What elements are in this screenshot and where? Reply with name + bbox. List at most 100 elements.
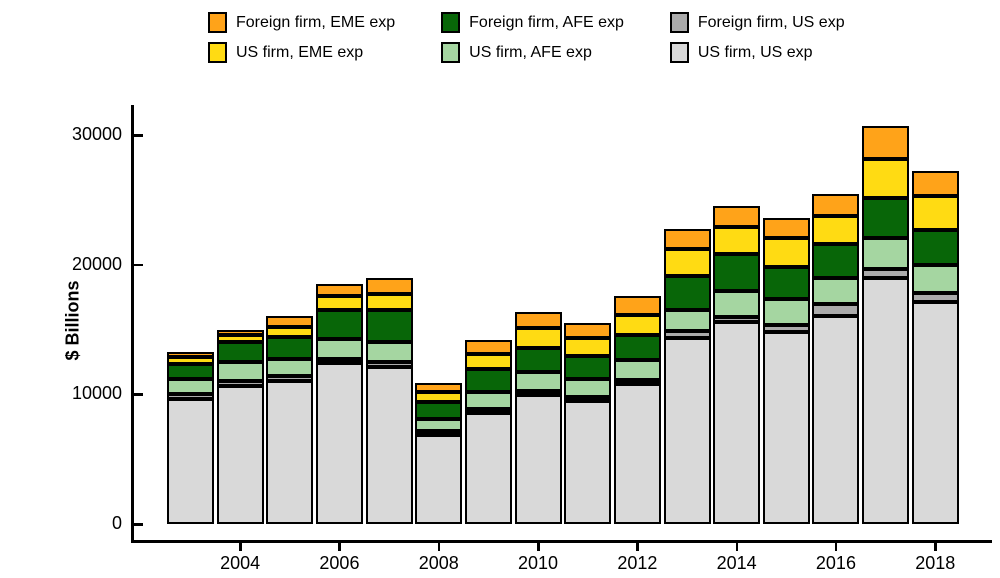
legend-item: US firm, AFE exp	[441, 41, 624, 64]
bar-segment	[862, 126, 910, 160]
legend-swatch-icon	[669, 12, 689, 33]
legend-swatch-icon	[208, 12, 227, 33]
bar-segment	[415, 434, 463, 524]
bar-segment	[663, 276, 711, 310]
y-tick	[133, 393, 143, 396]
bar-segment	[266, 358, 314, 376]
bar-segment	[315, 284, 363, 296]
bar-segment	[167, 393, 214, 399]
bar-segment	[167, 398, 214, 524]
bar-segment	[762, 237, 810, 267]
bar-segment	[564, 338, 612, 357]
bar-segment	[464, 339, 512, 355]
x-tick-label: 2018	[915, 553, 956, 573]
bar-segment	[911, 293, 959, 303]
bar-segment	[713, 317, 761, 322]
bar-segment	[514, 311, 562, 328]
bar-segment	[167, 357, 214, 364]
bar-segment	[564, 401, 612, 524]
legend: Foreign firm, EME exp US firm, EME exp For…	[208, 11, 845, 64]
bar-segment	[911, 302, 959, 524]
bar-segment	[365, 278, 413, 294]
bar-segment	[216, 334, 264, 343]
bar-segment	[812, 277, 860, 305]
bar-2005	[266, 105, 314, 524]
bar-segment	[564, 378, 612, 398]
bar-segment	[167, 378, 214, 394]
legend-label: Foreign firm, US exp	[697, 13, 845, 31]
bar-segment	[663, 309, 711, 332]
bar-segment	[216, 362, 264, 381]
bar-segment	[812, 244, 860, 278]
y-tick	[133, 134, 143, 137]
bar-segment	[415, 419, 463, 431]
bar-segment	[812, 316, 860, 524]
bar-segment	[713, 291, 761, 318]
bar-segment	[266, 315, 314, 328]
bar-segment	[167, 363, 214, 379]
legend-item: US firm, EME exp	[208, 41, 395, 64]
bar-2018	[911, 105, 959, 524]
legend-item: US firm, US exp	[669, 41, 845, 64]
bar-segment	[216, 385, 264, 524]
legend-column-2: Foreign firm, AFE exp US firm, AFE exp	[441, 11, 624, 64]
bar-segment	[613, 334, 661, 360]
x-tick	[636, 542, 639, 551]
legend-label: Foreign firm, AFE exp	[469, 13, 624, 31]
x-tick	[537, 542, 540, 551]
x-tick	[834, 542, 838, 551]
bar-segment	[415, 402, 463, 420]
bar-segment	[762, 266, 810, 300]
bar-2013	[663, 105, 711, 524]
bar-segment	[415, 382, 463, 393]
bar-segment	[862, 269, 910, 278]
bar-segment	[266, 380, 314, 524]
bar-segment	[613, 383, 661, 524]
legend-swatch-icon	[208, 42, 227, 63]
bar-segment	[564, 397, 612, 402]
bar-segment	[514, 348, 562, 373]
bar-segment	[365, 366, 413, 524]
legend-column-1: Foreign firm, EME exp US firm, EME exp	[208, 11, 395, 64]
bar-segment	[911, 196, 959, 231]
bar-segment	[315, 295, 363, 311]
legend-swatch-icon	[669, 42, 689, 63]
x-tick-label: 2014	[716, 553, 757, 573]
bar-segment	[514, 395, 562, 524]
bar-segment	[663, 331, 711, 339]
plot-area	[134, 105, 992, 541]
x-tick-label: 2012	[617, 553, 658, 573]
y-axis-line	[131, 105, 134, 543]
bar-2007	[365, 105, 413, 524]
bar-2015	[762, 105, 810, 524]
bar-segment	[911, 171, 959, 197]
x-axis-line	[131, 540, 992, 543]
bar-segment	[862, 277, 910, 524]
legend-column-3: Foreign firm, US exp US firm, US exp	[669, 11, 845, 64]
bar-segment	[663, 338, 711, 524]
legend-swatch-icon	[441, 12, 461, 33]
y-tick-label: 10000	[71, 383, 122, 404]
legend-label: US firm, EME exp	[236, 43, 364, 61]
bar-2004	[216, 105, 264, 524]
bar-segment	[514, 372, 562, 392]
bar-segment	[216, 342, 264, 363]
legend-swatch-icon	[441, 42, 461, 63]
bar-2016	[812, 105, 860, 524]
bar-segment	[266, 375, 314, 381]
bar-segment	[464, 412, 512, 524]
bar-segment	[713, 206, 761, 228]
bar-segment	[663, 249, 711, 277]
x-tick	[735, 542, 739, 551]
bar-segment	[464, 354, 512, 369]
bar-segment	[862, 237, 910, 270]
y-tick-label: 30000	[71, 124, 122, 144]
bar-segment	[862, 197, 910, 238]
bar-2011	[564, 105, 612, 524]
bar-segment	[266, 337, 314, 359]
bar-segment	[464, 368, 512, 393]
legend-label: US firm, US exp	[697, 43, 813, 61]
bar-2003	[167, 105, 214, 524]
legend-item: Foreign firm, AFE exp	[441, 11, 624, 34]
